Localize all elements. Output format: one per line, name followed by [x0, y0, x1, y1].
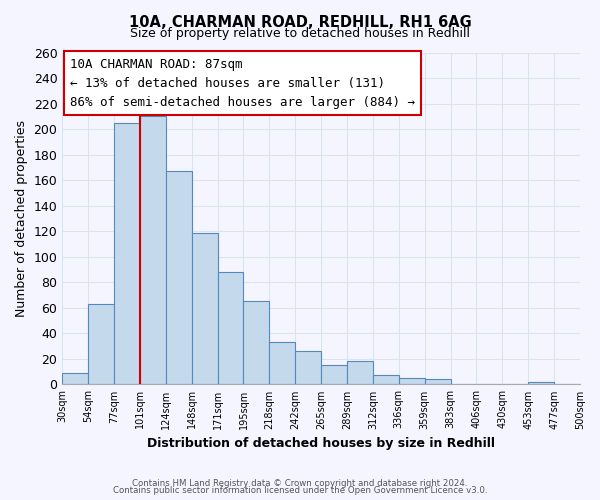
Text: 10A, CHARMAN ROAD, REDHILL, RH1 6AG: 10A, CHARMAN ROAD, REDHILL, RH1 6AG	[128, 15, 472, 30]
Bar	[321, 366, 347, 384]
Text: Contains HM Land Registry data © Crown copyright and database right 2024.: Contains HM Land Registry data © Crown c…	[132, 478, 468, 488]
Bar	[528, 382, 554, 384]
Text: Size of property relative to detached houses in Redhill: Size of property relative to detached ho…	[130, 28, 470, 40]
Bar	[399, 378, 425, 384]
Bar	[140, 116, 166, 384]
Bar	[244, 302, 269, 384]
Bar	[425, 380, 451, 384]
Bar	[269, 342, 295, 384]
Bar	[62, 373, 88, 384]
Bar	[295, 351, 321, 384]
Bar	[166, 171, 192, 384]
Bar	[373, 376, 399, 384]
Bar	[114, 122, 140, 384]
Bar	[88, 304, 114, 384]
Text: Contains public sector information licensed under the Open Government Licence v3: Contains public sector information licen…	[113, 486, 487, 495]
Bar	[192, 232, 218, 384]
Bar	[218, 272, 244, 384]
Y-axis label: Number of detached properties: Number of detached properties	[15, 120, 28, 317]
Text: 10A CHARMAN ROAD: 87sqm
← 13% of detached houses are smaller (131)
86% of semi-d: 10A CHARMAN ROAD: 87sqm ← 13% of detache…	[70, 58, 415, 108]
X-axis label: Distribution of detached houses by size in Redhill: Distribution of detached houses by size …	[147, 437, 495, 450]
Bar	[347, 362, 373, 384]
